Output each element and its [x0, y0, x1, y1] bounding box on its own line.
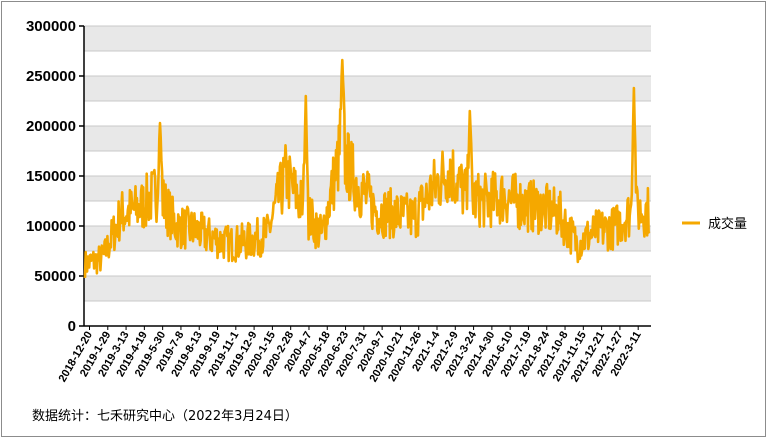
plot-band: [84, 26, 651, 51]
y-tick-label: 150000: [26, 168, 76, 185]
legend-label: 成交量: [708, 216, 747, 232]
series-line-volume: [83, 58, 651, 278]
plot-band: [84, 126, 651, 151]
y-tick-label: 200000: [26, 118, 76, 135]
plot-band: [84, 301, 651, 326]
x-axis-ticks: 2018-12-202019-1-292019-3-132019-4-19201…: [57, 326, 644, 384]
source-note: 数据统计：七禾研究中心（2022年3月24日）: [32, 409, 298, 424]
series-layer: [83, 58, 651, 278]
y-tick-label: 100000: [26, 218, 76, 235]
y-tick-label: 300000: [26, 18, 76, 35]
y-tick-label: 250000: [26, 68, 76, 85]
plot-band: [84, 276, 651, 301]
plot-band: [84, 51, 651, 76]
y-tick-label: 50000: [34, 268, 76, 285]
plot-band: [84, 76, 651, 101]
y-axis-ticks: 0 50000 100000 150000 200000 250000 300000: [26, 18, 84, 335]
plot-band: [84, 101, 651, 126]
legend: 成交量: [682, 216, 747, 232]
plot-band: [84, 251, 651, 276]
y-tick-label: 0: [68, 318, 76, 335]
